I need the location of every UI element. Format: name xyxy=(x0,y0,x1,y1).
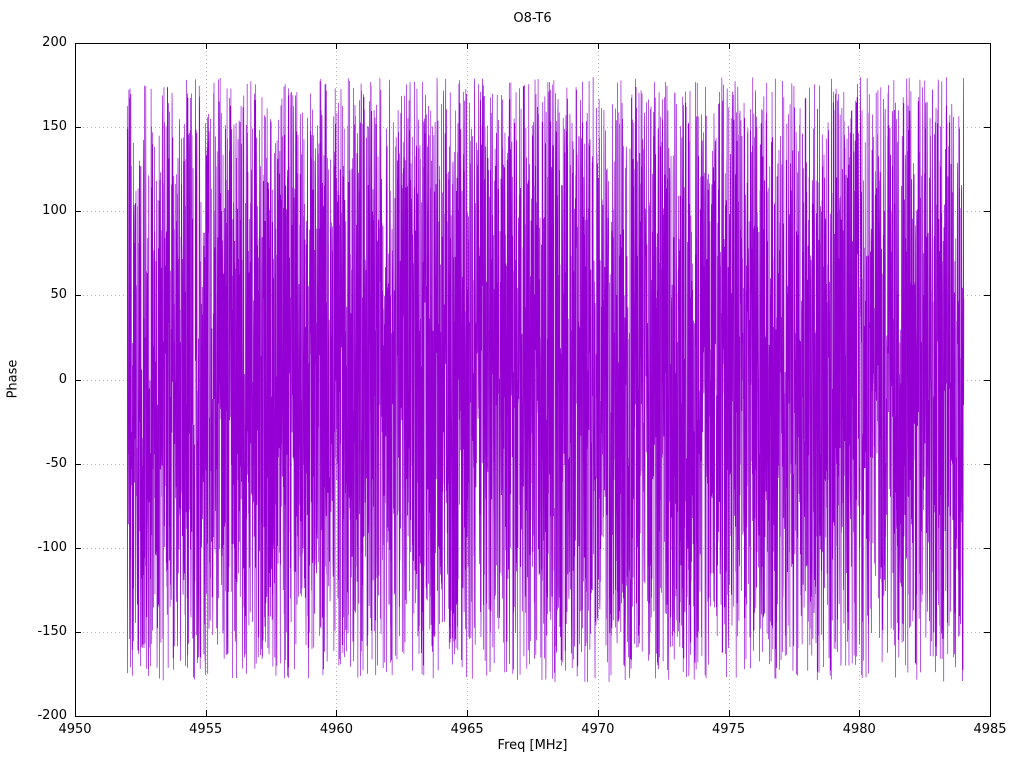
x-tick-label: 4965 xyxy=(450,722,484,737)
y-tick-label: 150 xyxy=(42,119,67,135)
y-tick-label: 100 xyxy=(42,203,67,219)
y-tick-label: -50 xyxy=(45,455,67,471)
x-tick-label: 4950 xyxy=(58,722,92,737)
y-tick-label: -200 xyxy=(37,708,67,723)
x-tick-label: 4975 xyxy=(712,722,746,737)
y-tick-label: -100 xyxy=(37,539,67,555)
y-tick-label: 0 xyxy=(58,371,67,387)
x-tick-label: 4980 xyxy=(842,722,876,737)
x-tick-label: 4970 xyxy=(581,722,615,737)
y-tick-label: -150 xyxy=(37,623,67,639)
x-tick-label: 4985 xyxy=(973,722,1007,737)
chart-title: O8-T6 xyxy=(513,11,552,26)
x-tick-label: 4955 xyxy=(189,722,223,737)
x-axis-label: Freq [MHz] xyxy=(497,738,568,753)
y-tick-label: 50 xyxy=(50,287,67,303)
x-tick-label: 4960 xyxy=(319,722,353,737)
y-tick-label: 200 xyxy=(42,35,67,50)
